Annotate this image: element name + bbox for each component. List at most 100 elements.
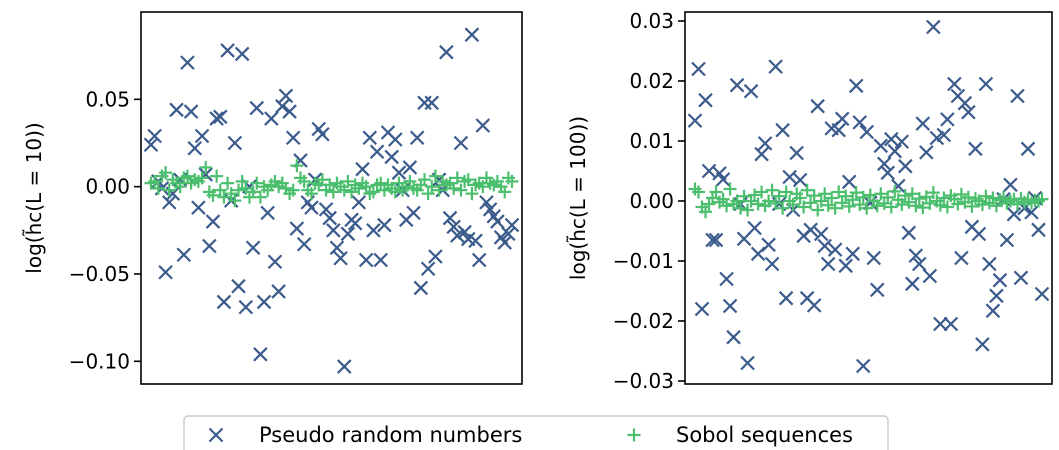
data-point-x (866, 250, 882, 266)
data-point-x (845, 246, 861, 262)
data-point-x (497, 235, 512, 250)
data-point-x (831, 122, 846, 138)
data-point-plus (454, 183, 468, 197)
data-point-x (238, 299, 254, 315)
data-point-x (417, 95, 432, 111)
data-point-plus (741, 203, 755, 217)
data-point-x (161, 195, 177, 210)
data-point-x (453, 135, 469, 151)
data-point-plus (898, 189, 912, 203)
data-point-x (961, 104, 976, 120)
data-point-x (803, 222, 818, 238)
data-point-plus (173, 180, 187, 194)
legend-marker-x (208, 427, 224, 443)
data-point-plus (421, 187, 435, 201)
data-point-x (933, 316, 948, 332)
data-point-x (691, 61, 706, 77)
data-point-x (187, 140, 203, 156)
data-point-x (479, 195, 494, 210)
data-point-x (158, 264, 173, 280)
data-point-plus (297, 174, 311, 188)
data-point-x (978, 76, 994, 92)
data-point-x (377, 217, 392, 233)
data-point-x (340, 226, 356, 242)
data-point-x (267, 254, 283, 270)
data-point-plus (751, 197, 765, 211)
data-point-plus (315, 173, 329, 187)
data-point-x (817, 238, 832, 254)
data-point-plus (734, 201, 748, 215)
data-point-x (743, 83, 759, 99)
data-point-x (912, 256, 927, 272)
data-point-x (740, 355, 755, 371)
axes-frame (140, 11, 523, 385)
data-point-x (873, 138, 889, 154)
data-point-x (490, 214, 505, 229)
data-point-plus (786, 198, 800, 212)
data-point-plus (839, 189, 853, 203)
data-point-x (869, 282, 885, 298)
data-point-plus (846, 193, 860, 207)
data-point-plus (842, 199, 856, 213)
data-point-x (1020, 141, 1036, 157)
legend-label: Pseudo random numbers (259, 423, 522, 447)
data-point-x (957, 95, 973, 111)
data-point-plus (716, 192, 730, 206)
data-point-x (1031, 222, 1046, 238)
data-point-x (754, 146, 769, 162)
data-point-x (450, 228, 465, 243)
data-point-x (482, 202, 498, 217)
y-tick-label: −0.03 (613, 369, 674, 393)
data-point-plus (286, 183, 300, 197)
data-point-x (719, 271, 734, 287)
data-point-x (813, 226, 829, 242)
y-tick-label: 0.01 (629, 129, 674, 153)
data-point-x (820, 256, 836, 272)
y-tick-label: 0.00 (85, 175, 130, 199)
data-point-plus (800, 183, 814, 197)
data-point-x (194, 128, 210, 144)
data-point-x (147, 128, 162, 144)
data-point-x (747, 220, 762, 236)
data-point-x (1010, 88, 1025, 104)
data-point-plus (912, 192, 926, 206)
data-point-x (954, 250, 969, 266)
data-point-x (402, 160, 418, 175)
data-point-plus (162, 183, 176, 197)
data-point-x (768, 59, 783, 74)
data-point-x (428, 249, 443, 264)
data-point-plus (828, 201, 842, 215)
data-point-x (245, 240, 261, 256)
data-point-x (1024, 205, 1039, 220)
data-point-plus (874, 187, 888, 201)
data-point-x (373, 252, 389, 268)
data-point-plus (692, 185, 706, 199)
data-point-plus (498, 185, 512, 199)
data-point-x (271, 284, 286, 299)
data-point-plus (374, 176, 388, 190)
data-point-x (926, 19, 941, 35)
data-point-plus (428, 169, 442, 183)
y-tick-label: 0.02 (629, 69, 674, 93)
data-point-plus (923, 196, 937, 210)
data-point-x (468, 233, 483, 249)
data-point-x (852, 115, 868, 130)
y-tick-label: −0.10 (69, 349, 130, 373)
data-point-x (420, 261, 436, 277)
data-point-plus (895, 198, 909, 212)
data-point-plus (359, 180, 373, 194)
markers (687, 19, 1050, 374)
data-point-x (936, 127, 952, 143)
y-tick-label: 0.03 (629, 9, 674, 33)
data-point-x (985, 303, 1001, 319)
data-point-x (887, 143, 903, 159)
data-point-x (1003, 177, 1018, 193)
data-point-x (761, 237, 776, 253)
data-point-plus (849, 186, 863, 200)
data-point-x (905, 276, 920, 292)
data-point-x (806, 298, 822, 313)
data-point-x (722, 298, 738, 314)
data-point-plus (447, 181, 461, 195)
data-point-plus (730, 194, 744, 208)
